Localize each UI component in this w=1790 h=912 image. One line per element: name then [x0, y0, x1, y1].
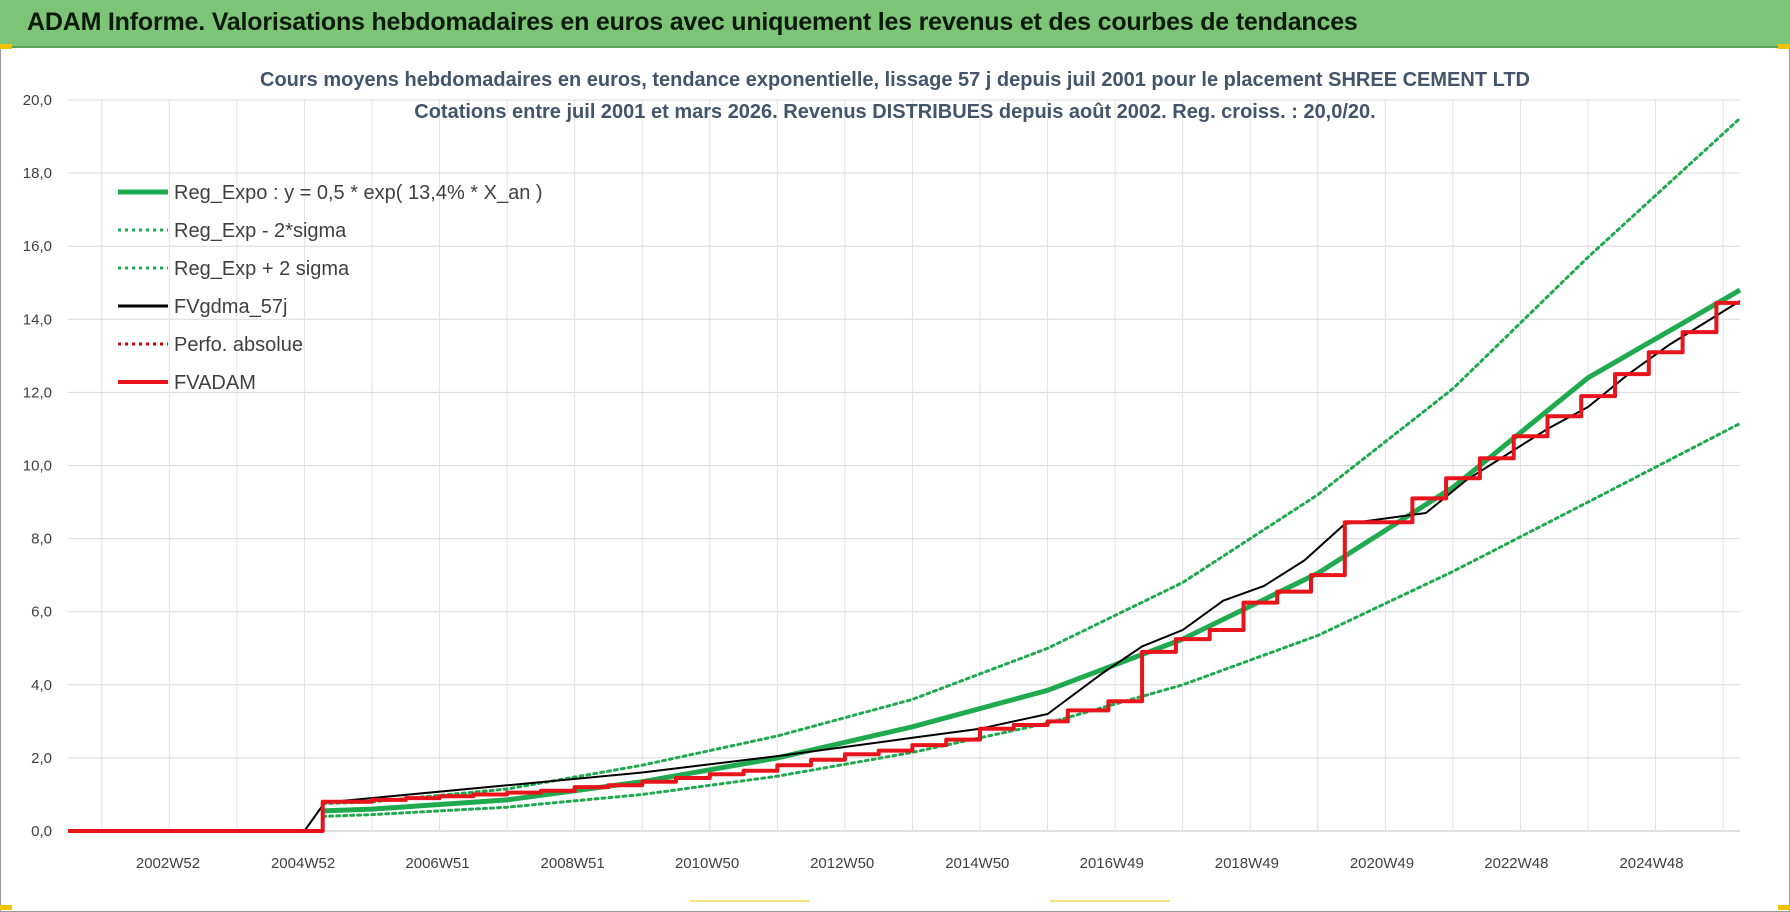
corner-marker-top-left [0, 44, 12, 49]
chart-subtitle: Cotations entre juil 2001 et mars 2026. … [414, 101, 1375, 123]
x-tick-label: 2020W49 [1350, 855, 1414, 872]
x-tick-label: 2002W52 [136, 855, 200, 872]
chart-series [68, 116, 1742, 833]
corner-marker-top-right [1778, 44, 1790, 49]
y-tick-label: 20,0 [23, 92, 52, 109]
y-tick-label: 18,0 [23, 165, 52, 182]
chart-axes: 0,0 2,0 4,0 6,0 8,0 10,0 12,0 14,0 16,0 18,0 20,0 2… [23, 92, 1684, 872]
legend-label: Reg_Exp - 2*sigma [174, 220, 347, 242]
legend-label: FVADAM [174, 372, 256, 394]
decorative-underline-2 [1050, 900, 1170, 902]
x-tick-label: 2010W50 [675, 855, 739, 872]
x-tick-label: 2018W49 [1215, 855, 1279, 872]
chart-title: Cours moyens hebdomadaires en euros, ten… [260, 69, 1530, 91]
x-tick-label: 2016W49 [1080, 855, 1144, 872]
y-tick-label: 4,0 [31, 677, 52, 694]
y-tick-label: 8,0 [31, 531, 52, 548]
y-tick-label: 6,0 [31, 604, 52, 621]
series-line-0 [322, 287, 1742, 814]
x-tick-label: 2006W51 [405, 855, 469, 872]
legend-label: Perfo. absolue [174, 334, 303, 356]
y-tick-label: 0,0 [31, 823, 52, 840]
y-tick-label: 16,0 [23, 238, 52, 255]
legend-label: Reg_Expo : y = 0,5 * exp( 13,4% * X_an ) [174, 182, 543, 204]
y-tick-label: 14,0 [23, 311, 52, 328]
banner-title: ADAM Informe. Valorisations hebdomadaire… [27, 8, 1358, 36]
x-tick-label: 2004W52 [271, 855, 335, 872]
chart-area: 0,0 2,0 4,0 6,0 8,0 10,0 12,0 14,0 16,0 18,0 20,0 2… [23, 69, 1742, 872]
y-tick-label: 12,0 [23, 384, 52, 401]
series-line-2 [321, 116, 1742, 806]
corner-marker-bottom-left [0, 905, 12, 910]
y-tick-label: 10,0 [23, 458, 52, 475]
x-tick-label: 2024W48 [1619, 855, 1683, 872]
series-line-3 [68, 300, 1741, 832]
corner-marker-bottom-right [1778, 905, 1790, 910]
y-tick-label: 2,0 [31, 750, 52, 767]
x-tick-label: 2012W50 [810, 855, 874, 872]
decorative-underline-1 [690, 900, 810, 902]
legend-label: FVgdma_57j [174, 296, 287, 318]
header-banner: ADAM Informe. Valorisations hebdomadaire… [0, 0, 1790, 48]
x-tick-label: 2014W50 [945, 855, 1009, 872]
x-tick-label: 2008W51 [541, 855, 605, 872]
x-tick-label: 2022W48 [1484, 855, 1548, 872]
legend-label: Reg_Exp + 2 sigma [174, 258, 350, 280]
chart-legend: Reg_Expo : y = 0,5 * exp( 13,4% * X_an )… [118, 182, 543, 394]
series-line-5 [68, 300, 1740, 833]
series-line-1 [321, 422, 1742, 818]
